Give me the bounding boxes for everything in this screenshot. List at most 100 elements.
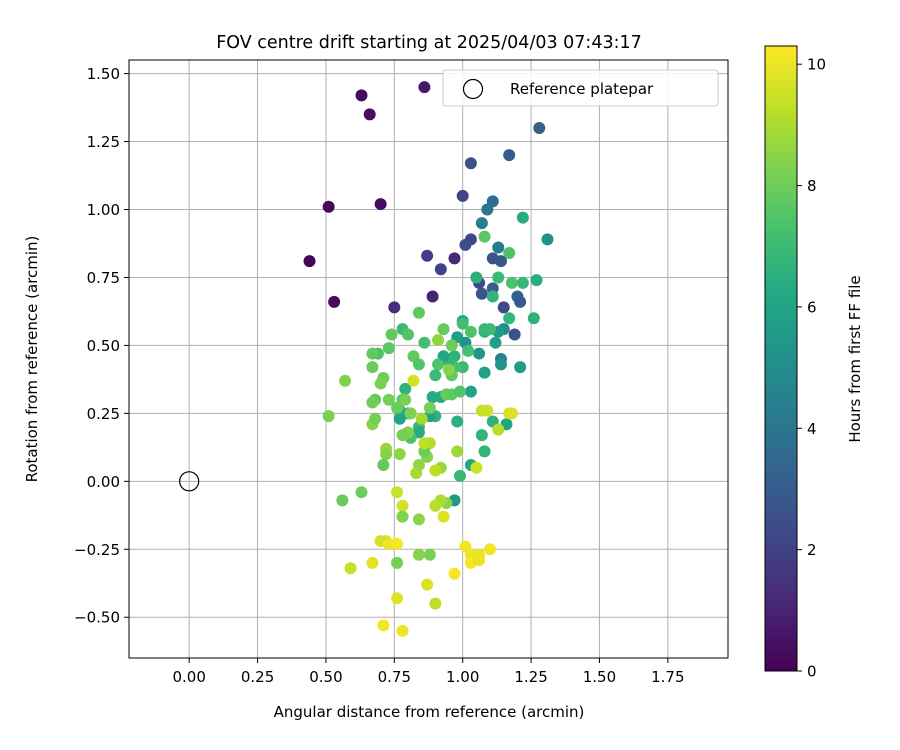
data-point [382, 342, 395, 355]
data-point [530, 274, 543, 287]
data-point [385, 328, 398, 341]
colorbar: 0 2 4 6 8 10 Hours from first FF file [764, 45, 864, 681]
y-tick-label: −0.50 [74, 609, 120, 627]
data-point [426, 290, 439, 303]
data-point [473, 347, 486, 360]
data-point [514, 361, 527, 374]
data-point [418, 81, 431, 94]
data-point [391, 556, 404, 569]
x-tick-label: 1.50 [583, 668, 616, 686]
data-point [497, 301, 510, 314]
data-point [412, 358, 425, 371]
data-point [470, 461, 483, 474]
data-point [503, 312, 516, 325]
chart-title: FOV centre drift starting at 2025/04/03 … [216, 33, 642, 53]
data-point [423, 548, 436, 561]
y-tick-label: −0.25 [74, 541, 120, 559]
data-point [432, 358, 445, 371]
data-point [421, 578, 434, 591]
x-tick-label: 1.00 [446, 668, 479, 686]
data-point [407, 374, 420, 387]
data-point [374, 377, 387, 390]
data-point [464, 325, 477, 338]
data-point [412, 513, 425, 526]
data-point [432, 333, 445, 346]
legend-box [442, 69, 719, 107]
legend: Reference platepar [442, 69, 719, 107]
grid-lines [129, 60, 728, 658]
data-point [388, 301, 401, 314]
reference-marker [179, 471, 200, 492]
data-point [429, 597, 442, 610]
data-point [355, 89, 368, 102]
x-tick-label: 0.75 [378, 668, 411, 686]
data-point [366, 556, 379, 569]
data-point [473, 548, 486, 561]
data-point [456, 361, 469, 374]
data-point [470, 271, 483, 284]
colorbar-tick-label: 2 [807, 541, 817, 559]
legend-reference-circle-icon [462, 78, 484, 100]
data-point [481, 404, 494, 417]
colorbar-label: Hours from first FF file [846, 275, 864, 442]
x-tick-label: 1.75 [651, 668, 684, 686]
data-point [451, 415, 464, 428]
data-point [404, 407, 417, 420]
data-point [475, 287, 488, 300]
data-point [478, 323, 491, 336]
data-point [492, 271, 505, 284]
data-point [541, 233, 554, 246]
data-point [369, 412, 382, 425]
data-point [505, 407, 518, 420]
y-tick-label: 0.75 [87, 269, 120, 287]
colorbar-tick-label: 6 [807, 298, 817, 316]
data-point [492, 241, 505, 254]
data-point [494, 255, 507, 268]
colorbar-tick-label: 4 [807, 420, 817, 438]
data-point [391, 592, 404, 605]
data-point [516, 276, 529, 289]
data-point [421, 249, 434, 262]
y-tick-label: 0.50 [87, 337, 120, 355]
data-point [486, 290, 499, 303]
data-point [429, 499, 442, 512]
data-point [303, 255, 316, 268]
data-point [443, 363, 456, 376]
data-point [481, 203, 494, 216]
data-point [464, 385, 477, 398]
data-point [396, 510, 409, 523]
data-point [393, 412, 406, 425]
data-point [462, 344, 475, 357]
data-point [478, 230, 491, 243]
data-point [322, 410, 335, 423]
data-point [464, 157, 477, 170]
legend-label: Reference platepar [510, 80, 654, 98]
data-points [303, 81, 554, 637]
data-point [391, 537, 404, 550]
data-point [489, 336, 502, 349]
data-point [453, 385, 466, 398]
data-point [377, 459, 390, 472]
x-tick-label: 0.25 [241, 668, 274, 686]
data-point [415, 412, 428, 425]
y-tick-label: 0.25 [87, 405, 120, 423]
data-point [412, 548, 425, 561]
data-point [322, 200, 335, 213]
y-tick-label: 0.00 [87, 473, 120, 491]
data-point [533, 121, 546, 134]
data-point [366, 361, 379, 374]
data-point [478, 445, 491, 458]
data-point [429, 464, 442, 477]
data-point [426, 391, 439, 404]
data-point [451, 445, 464, 458]
data-point [328, 295, 341, 308]
data-point [396, 429, 409, 442]
data-point [382, 393, 395, 406]
data-point [508, 328, 521, 341]
data-point [429, 369, 442, 382]
data-point [492, 423, 505, 436]
data-point [412, 306, 425, 319]
y-tick-label: 1.00 [87, 201, 120, 219]
data-point [339, 374, 352, 387]
